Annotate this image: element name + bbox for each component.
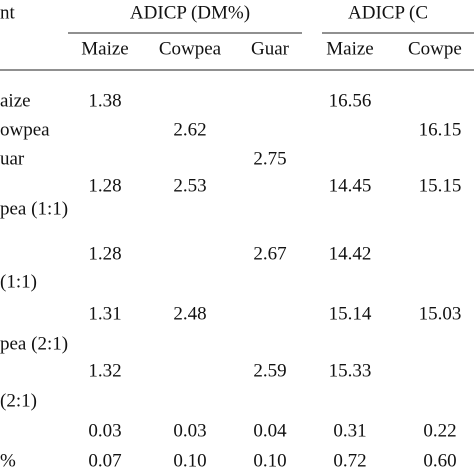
cell-value: 0.10 xyxy=(253,450,286,471)
cell-value: 2.53 xyxy=(173,175,206,196)
column-header: Maize xyxy=(326,38,373,59)
row-label: pea (1:1) xyxy=(0,198,68,219)
cell-value: 0.04 xyxy=(253,420,287,441)
group-header: ADICP (C xyxy=(348,2,428,23)
cell-value: 0.60 xyxy=(423,450,456,471)
cell-value: 15.14 xyxy=(329,303,372,324)
cell-value: 0.22 xyxy=(423,420,456,441)
cell-value: 15.03 xyxy=(419,303,462,324)
group-header: ADICP (DM%) xyxy=(130,2,250,23)
cell-value: 2.48 xyxy=(173,303,206,324)
row-label: % xyxy=(0,450,16,471)
cell-value: 1.32 xyxy=(88,360,121,381)
cell-value: 1.28 xyxy=(88,175,121,196)
row-label: (2:1) xyxy=(0,390,37,411)
cell-value: 0.03 xyxy=(88,420,121,441)
cell-value: 14.42 xyxy=(329,243,372,264)
row-label: owpea xyxy=(0,119,50,140)
cell-value: 2.67 xyxy=(253,243,286,264)
cell-value: 2.62 xyxy=(173,119,206,140)
cell-value: 15.33 xyxy=(329,360,372,381)
column-header: Cowpe xyxy=(408,38,462,59)
row-header: nt xyxy=(0,2,16,23)
cell-value: 0.10 xyxy=(173,450,206,471)
row-label: pea (2:1) xyxy=(0,333,68,354)
column-header: Maize xyxy=(81,38,128,59)
cell-value: 1.28 xyxy=(88,243,121,264)
cell-value: 0.03 xyxy=(173,420,206,441)
row-label: aize xyxy=(0,90,31,111)
row-label: (1:1) xyxy=(0,271,37,292)
cell-value: 1.31 xyxy=(88,303,121,324)
column-header: Cowpea xyxy=(159,38,222,59)
cell-value: 0.31 xyxy=(333,420,366,441)
cell-value: 16.56 xyxy=(329,90,372,111)
cell-value: 0.07 xyxy=(88,450,121,471)
cell-value: 16.15 xyxy=(419,119,462,140)
cell-value: 0.72 xyxy=(333,450,366,471)
column-header: Guar xyxy=(251,38,290,59)
cell-value: 2.59 xyxy=(253,360,286,381)
cell-value: 15.15 xyxy=(419,175,462,196)
cell-value: 14.45 xyxy=(329,175,372,196)
row-label: uar xyxy=(0,148,25,169)
cell-value: 1.38 xyxy=(88,90,121,111)
cell-value: 2.75 xyxy=(253,148,286,169)
